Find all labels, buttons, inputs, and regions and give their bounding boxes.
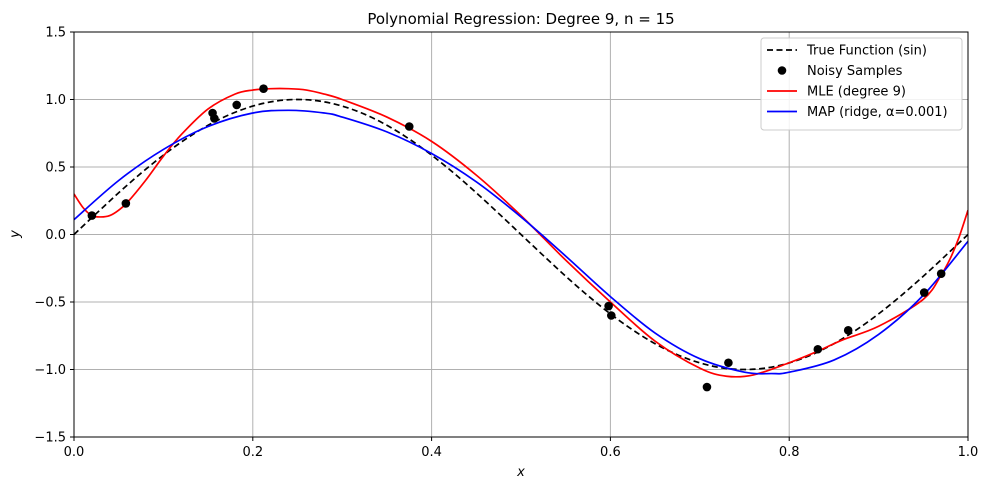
x-tick-label: 1.0 — [958, 445, 979, 460]
sample-point — [702, 382, 712, 392]
x-tick-label: 0.8 — [779, 445, 800, 460]
chart-title: Polynomial Regression: Degree 9, n = 15 — [367, 10, 674, 28]
y-tick-label: −0.5 — [34, 296, 66, 311]
legend-marker — [777, 66, 787, 75]
x-tick-label: 0.4 — [421, 445, 442, 460]
x-axis-label: x — [516, 465, 525, 480]
legend-box — [760, 37, 963, 131]
sample-point — [121, 199, 131, 208]
sample-point — [813, 344, 823, 354]
sample-point — [87, 211, 97, 220]
sample-point — [843, 326, 853, 335]
sample-point — [606, 311, 616, 320]
sample-point — [210, 114, 219, 123]
y-tick-label: 1.0 — [45, 93, 66, 108]
series-group — [74, 84, 968, 392]
sample-point — [919, 288, 929, 297]
sample-point — [259, 84, 268, 93]
legend-label: True Function (sin) — [806, 44, 927, 59]
sample-point — [724, 358, 733, 368]
legend-label: MAP (ridge, α=0.001) — [807, 105, 948, 120]
sample-point — [604, 301, 613, 311]
x-tick-label: 0.0 — [64, 445, 85, 460]
y-tick-label: 0.0 — [45, 228, 66, 243]
y-tick-label: 0.5 — [45, 161, 66, 176]
y-tick-label: 1.5 — [45, 26, 66, 41]
y-axis-label: y — [8, 230, 23, 239]
ticks: 0.0 0.2 0.4 0.6 0.8 1.0 −1.5 −1.0 −0.5 0.0 0.5 1.0 1… — [34, 26, 978, 461]
series-line-2 — [74, 109, 968, 375]
sample-point — [404, 122, 414, 131]
legend-label: MLE (degree 9) — [807, 85, 906, 100]
plot-area — [74, 84, 968, 392]
x-tick-label: 0.6 — [600, 445, 621, 460]
legend-label: Noisy Samples — [807, 64, 903, 79]
sample-point — [232, 100, 242, 110]
y-tick-label: −1.5 — [34, 431, 66, 446]
legend: True Function (sin) Noisy Samples MLE (deg… — [760, 37, 963, 131]
sample-point — [936, 269, 946, 278]
y-tick-label: −1.0 — [34, 363, 66, 378]
x-tick-label: 0.2 — [242, 445, 263, 460]
